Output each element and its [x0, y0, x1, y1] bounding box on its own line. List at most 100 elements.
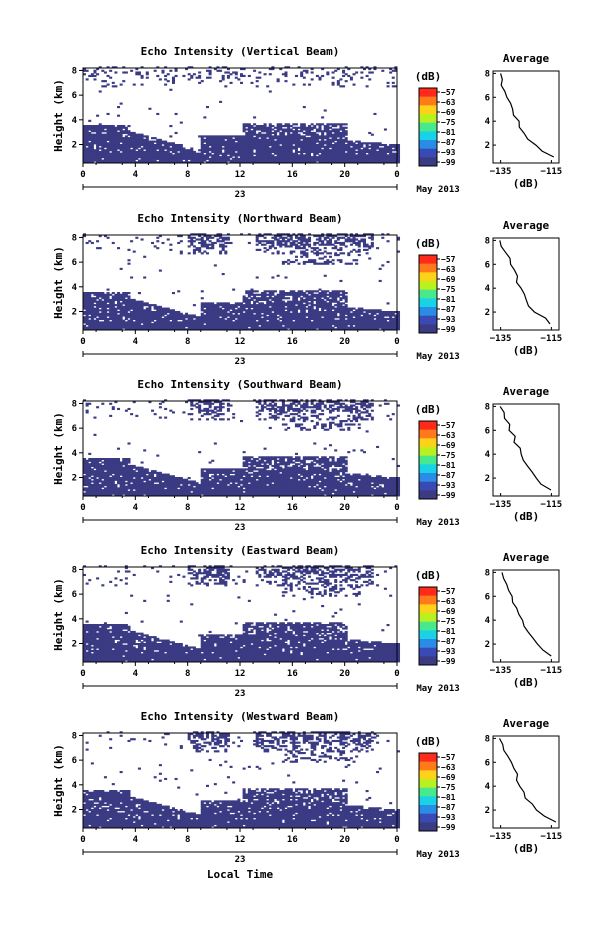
echo-cell: [132, 298, 136, 302]
echo-cell: [357, 309, 361, 312]
echo-cell: [221, 305, 225, 308]
echo-cell: [93, 130, 97, 133]
echo-cell: [370, 314, 374, 317]
echo-cell: [226, 304, 230, 307]
echo-cell: [334, 309, 338, 312]
echo-cell: [250, 297, 254, 300]
echo-cell: [376, 152, 380, 155]
echo-cell: [226, 321, 230, 324]
echo-cell: [321, 149, 325, 152]
echo-cell: [321, 317, 325, 321]
echo-cell: [140, 326, 144, 329]
echo-cell: [397, 156, 401, 159]
echo-cell: [268, 241, 272, 245]
echo-cell: [124, 298, 128, 302]
x-tick-label: 0: [80, 337, 85, 347]
echo-cell: [96, 406, 100, 409]
echo-cell: [83, 161, 87, 164]
colorbar-tick-label: −69: [441, 275, 456, 284]
echo-cell: [143, 276, 147, 279]
echo-cell: [289, 125, 293, 128]
echo-cell: [386, 233, 390, 236]
echo-cell: [232, 71, 236, 74]
echo-cell: [339, 156, 343, 159]
echo-cell: [305, 243, 309, 246]
echo-cell: [124, 131, 128, 135]
echo-cell: [292, 300, 296, 303]
echo-cell: [331, 300, 335, 303]
echo-cell: [135, 311, 139, 314]
echo-cell: [279, 328, 283, 331]
echo-cell: [234, 147, 238, 150]
echo-cell: [200, 140, 204, 143]
echo-cell: [344, 145, 348, 148]
echo-cell: [302, 69, 306, 72]
echo-cell: [85, 149, 89, 152]
echo-cell: [109, 76, 113, 79]
echo-cell: [253, 324, 257, 327]
echo-cell: [289, 238, 293, 241]
echo-cell: [368, 317, 372, 321]
echo-cell: [313, 304, 317, 307]
echo-cell: [174, 316, 178, 319]
echo-cell: [381, 147, 385, 150]
echo-cell: [237, 328, 241, 331]
echo-cell: [247, 312, 251, 315]
echo-cell: [389, 316, 393, 319]
echo-cell: [182, 321, 186, 324]
profile-x-label: (dB): [513, 177, 540, 190]
echo-cell: [203, 156, 207, 159]
echo-cell: [211, 328, 215, 331]
echo-cell: [127, 314, 131, 317]
echo-cell: [198, 71, 202, 74]
echo-cell: [310, 123, 314, 126]
echo-cell: [321, 154, 325, 157]
echo-cell: [190, 233, 194, 236]
echo-cell: [190, 159, 194, 162]
echo-cell: [287, 150, 291, 154]
echo-cell: [260, 298, 264, 302]
echo-cell: [109, 293, 113, 296]
echo-cell: [161, 147, 165, 150]
echo-cell: [289, 309, 293, 312]
echo-cell: [200, 319, 204, 322]
echo-cell: [276, 321, 280, 324]
echo-cell: [106, 463, 110, 466]
echo-cell: [355, 314, 359, 317]
echo-cell: [96, 459, 100, 462]
echo-cell: [357, 314, 361, 317]
echo-cell: [287, 297, 291, 300]
echo-cell: [216, 321, 220, 324]
echo-cell: [397, 324, 401, 327]
echo-cell: [302, 235, 306, 238]
echo-cell: [245, 149, 249, 152]
echo-cell: [331, 156, 335, 159]
echo-cell: [132, 305, 136, 308]
echo-cell: [352, 314, 356, 317]
echo-cell: [140, 137, 144, 140]
echo-cell: [205, 154, 209, 157]
echo-cell: [88, 452, 92, 455]
echo-cell: [140, 314, 144, 317]
echo-cell: [397, 317, 401, 321]
echo-cell: [114, 312, 118, 315]
echo-cell: [310, 260, 314, 264]
echo-cell: [308, 147, 312, 150]
echo-cell: [143, 159, 147, 162]
echo-cell: [281, 305, 285, 308]
echo-cell: [90, 328, 94, 331]
echo-cell: [355, 312, 359, 315]
echo-cell: [292, 161, 296, 164]
echo-cell: [326, 159, 330, 162]
echo-cell: [229, 324, 233, 327]
echo-cell: [349, 157, 353, 160]
echo-cell: [156, 157, 160, 160]
echo-cell: [164, 321, 168, 324]
echo-cell: [292, 83, 296, 86]
echo-cell: [164, 323, 168, 326]
echo-cell: [365, 326, 369, 329]
echo-cell: [130, 312, 134, 315]
echo-cell: [352, 157, 356, 160]
echo-cell: [98, 125, 102, 128]
echo-cell: [344, 138, 348, 141]
